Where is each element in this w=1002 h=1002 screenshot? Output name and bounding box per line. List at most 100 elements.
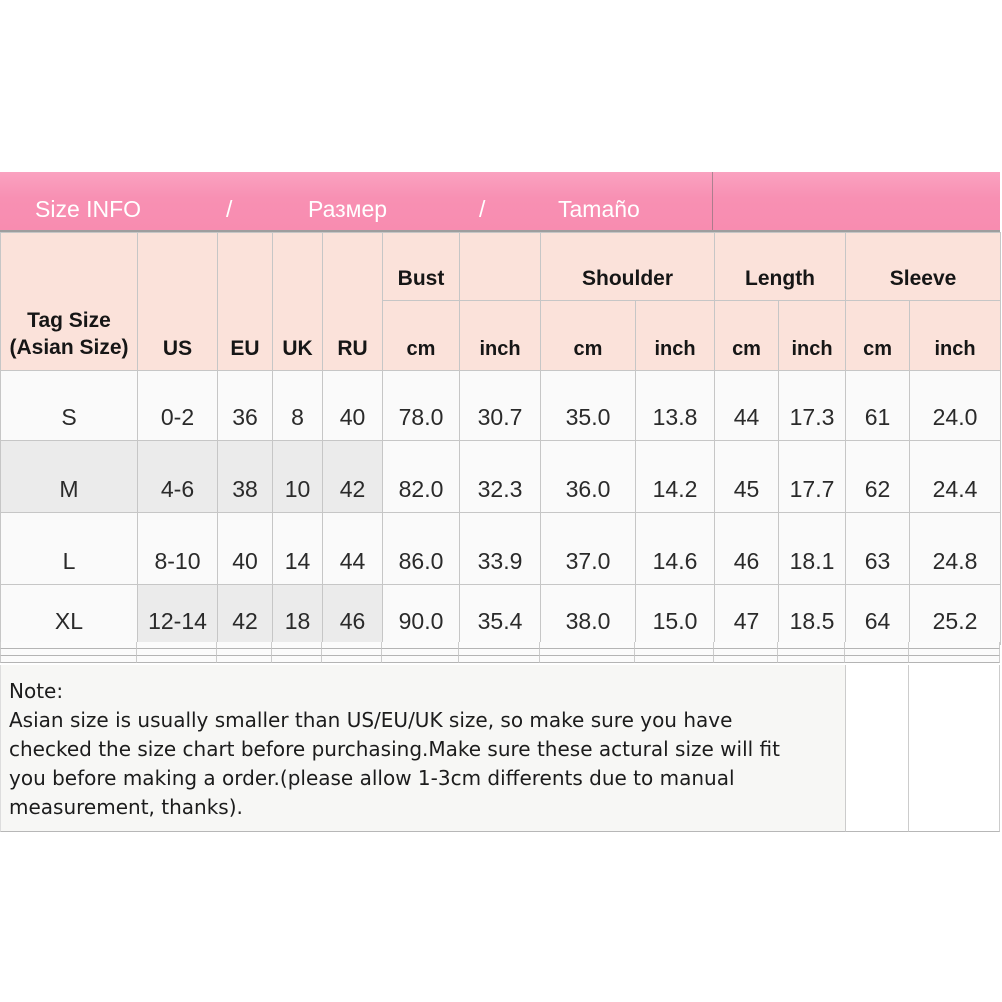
header-shoulder: Shoulder <box>539 232 716 301</box>
cell-length-cm: 44 <box>714 370 780 441</box>
cell-length-inch: 17.3 <box>778 370 847 441</box>
cell-sleeve-cm: 64 <box>845 584 911 645</box>
cell-bust-inch: 32.3 <box>459 440 541 513</box>
header-bust-spacer <box>459 232 541 301</box>
cell-length-cm: 46 <box>714 512 780 585</box>
header-tag-size: Tag Size (Asian Size) <box>0 232 138 371</box>
cell-us: 8-10 <box>137 512 218 585</box>
cell-sleeve-cm: 63 <box>845 512 911 585</box>
header-sleeve: Sleeve <box>845 232 1002 301</box>
cell-sleeve-cm: 62 <box>845 440 911 513</box>
cell-tag: M <box>0 440 138 513</box>
header-tag-size-line1: Tag Size <box>27 309 111 332</box>
note-line: measurement, thanks). <box>9 795 243 819</box>
cell-tag: L <box>0 512 138 585</box>
header-shoulder-inch: inch <box>634 300 716 371</box>
cell-shoulder-inch: 14.6 <box>634 512 716 585</box>
cell-shoulder-cm: 36.0 <box>540 440 636 513</box>
empty-spreadsheet-cell <box>909 665 1000 832</box>
cell-shoulder-inch: 13.8 <box>634 370 716 441</box>
title-slash-1: / <box>226 196 233 222</box>
table-row-size-xl: XL 12-14 42 18 46 90.0 35.4 38.0 15.0 47… <box>0 584 1002 645</box>
size-chart-table: Tag Size (Asian Size) US EU UK RU Bust S… <box>0 232 1002 645</box>
cell-shoulder-inch: 14.2 <box>634 440 716 513</box>
table-units-header-row: cm inch cm inch cm inch cm inch <box>1 300 1002 371</box>
header-eu: EU <box>217 232 273 371</box>
note-line: checked the size chart before purchasing… <box>9 737 780 761</box>
cell-shoulder-cm: 38.0 <box>540 584 636 645</box>
header-sleeve-cm: cm <box>845 300 911 371</box>
thin-row <box>0 649 1000 656</box>
cell-bust-inch: 30.7 <box>459 370 541 441</box>
header-bust-inch: inch <box>459 300 541 371</box>
cell-ru: 44 <box>322 512 383 585</box>
note-section: Note: Asian size is usually smaller than… <box>0 665 845 832</box>
cell-length-inch: 17.7 <box>778 440 847 513</box>
cell-shoulder-cm: 37.0 <box>540 512 636 585</box>
empty-spreadsheet-cell <box>845 665 909 832</box>
size-info-title-bar: Size INFO / Размер / Tamaño <box>0 172 1000 232</box>
cell-bust-inch: 33.9 <box>459 512 541 585</box>
cell-uk: 14 <box>272 512 323 585</box>
table-row-size-m: M 4-6 38 10 42 82.0 32.3 36.0 14.2 45 17… <box>0 440 1002 513</box>
table-group-header-row: Tag Size (Asian Size) US EU UK RU Bust S… <box>0 232 1002 371</box>
cell-uk: 8 <box>272 370 323 441</box>
cell-eu: 42 <box>217 584 273 645</box>
cell-length-cm: 45 <box>714 440 780 513</box>
header-ru: RU <box>322 232 383 371</box>
table-row-size-l: L 8-10 40 14 44 86.0 33.9 37.0 14.6 46 1… <box>0 512 1002 585</box>
cell-sleeve-inch: 24.0 <box>909 370 1002 441</box>
header-sleeve-inch: inch <box>909 300 1002 371</box>
title-size-info: Size INFO <box>35 196 142 222</box>
note-title: Note: <box>9 679 64 703</box>
title-tamano: Tamaño <box>558 196 640 222</box>
header-uk: UK <box>272 232 323 371</box>
cell-shoulder-cm: 35.0 <box>540 370 636 441</box>
header-length-inch: inch <box>778 300 847 371</box>
title-razmer: Размер <box>308 196 388 222</box>
cell-sleeve-inch: 24.4 <box>909 440 1002 513</box>
cell-uk: 18 <box>272 584 323 645</box>
cell-tag: S <box>0 370 138 441</box>
thin-row <box>0 656 1000 663</box>
note-line: you before making a order.(please allow … <box>9 766 735 790</box>
header-length: Length <box>714 232 847 301</box>
cell-uk: 10 <box>272 440 323 513</box>
cell-ru: 46 <box>322 584 383 645</box>
table-row-size-s: S 0-2 36 8 40 78.0 30.7 35.0 13.8 44 17.… <box>0 370 1002 441</box>
header-shoulder-cm: cm <box>540 300 636 371</box>
cell-eu: 36 <box>217 370 273 441</box>
note-text: Note: Asian size is usually smaller than… <box>9 677 780 822</box>
header-length-cm: cm <box>714 300 780 371</box>
cell-length-cm: 47 <box>714 584 780 645</box>
cell-eu: 40 <box>217 512 273 585</box>
cell-bust-cm: 86.0 <box>382 512 460 585</box>
header-bust-cm: cm <box>382 300 460 371</box>
header-us: US <box>137 232 218 371</box>
cell-shoulder-inch: 15.0 <box>634 584 716 645</box>
header-bust: Bust <box>382 232 460 301</box>
cell-sleeve-inch: 24.8 <box>909 512 1002 585</box>
cell-us: 0-2 <box>137 370 218 441</box>
title-bar-column-divider <box>712 172 713 230</box>
cell-bust-cm: 82.0 <box>382 440 460 513</box>
cell-sleeve-inch: 25.2 <box>909 584 1002 645</box>
title-slash-2: / <box>479 196 486 222</box>
cell-sleeve-cm: 61 <box>845 370 911 441</box>
cell-ru: 40 <box>322 370 383 441</box>
note-line: Asian size is usually smaller than US/EU… <box>9 708 733 732</box>
cell-us: 12-14 <box>137 584 218 645</box>
cell-us: 4-6 <box>137 440 218 513</box>
cell-bust-inch: 35.4 <box>459 584 541 645</box>
cell-ru: 42 <box>322 440 383 513</box>
cell-length-inch: 18.5 <box>778 584 847 645</box>
cell-bust-cm: 78.0 <box>382 370 460 441</box>
spreadsheet-thin-rows <box>0 642 1000 663</box>
header-tag-size-line2: (Asian Size) <box>9 336 129 359</box>
thin-row <box>0 642 1000 649</box>
cell-eu: 38 <box>217 440 273 513</box>
cell-tag: XL <box>0 584 138 645</box>
cell-bust-cm: 90.0 <box>382 584 460 645</box>
cell-length-inch: 18.1 <box>778 512 847 585</box>
